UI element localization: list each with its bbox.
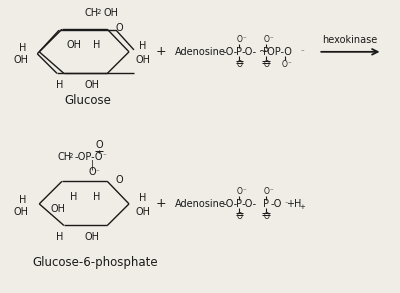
Text: H: H <box>93 40 100 50</box>
Text: O: O <box>263 212 269 221</box>
Text: ⁻: ⁻ <box>269 36 273 42</box>
Text: -O-: -O- <box>223 47 238 57</box>
Text: CH: CH <box>85 8 99 18</box>
Text: Adenosine: Adenosine <box>175 47 226 57</box>
Text: O: O <box>282 60 288 69</box>
Text: CH: CH <box>57 152 71 162</box>
Text: O: O <box>263 187 269 196</box>
Text: O: O <box>263 35 269 44</box>
Text: OH: OH <box>13 207 28 217</box>
Text: H: H <box>93 192 100 202</box>
Text: H: H <box>70 192 78 202</box>
Text: ⁻: ⁻ <box>242 36 246 42</box>
Text: ⁻: ⁻ <box>96 169 99 176</box>
Text: O: O <box>96 140 103 150</box>
Text: ~OP-O: ~OP-O <box>260 47 292 57</box>
Text: ⁻: ⁻ <box>269 188 273 194</box>
Text: O: O <box>236 212 242 221</box>
Text: H: H <box>19 43 26 53</box>
Text: 2: 2 <box>69 153 73 159</box>
Text: hexokinase: hexokinase <box>322 35 378 45</box>
Text: ⁻: ⁻ <box>285 201 289 207</box>
Text: H: H <box>139 41 146 51</box>
Text: H: H <box>56 80 64 90</box>
Text: Adenosine: Adenosine <box>175 199 226 209</box>
Text: P: P <box>236 47 242 57</box>
Text: H: H <box>19 195 26 205</box>
Text: O: O <box>236 60 242 69</box>
Text: OH: OH <box>135 207 150 217</box>
Text: OH: OH <box>84 80 99 90</box>
Text: OH: OH <box>13 55 28 65</box>
Text: OH: OH <box>50 204 66 214</box>
Text: O: O <box>89 168 96 178</box>
Text: ⁻: ⁻ <box>301 49 304 55</box>
Text: -O-: -O- <box>242 199 257 209</box>
Text: O: O <box>263 60 269 69</box>
Text: -O-: -O- <box>223 199 238 209</box>
Text: ⁻: ⁻ <box>102 154 106 160</box>
Text: O: O <box>236 35 242 44</box>
Text: -O: -O <box>270 199 282 209</box>
Text: ⁻: ⁻ <box>288 62 292 68</box>
Text: P: P <box>263 47 269 57</box>
Text: Glucose-6-phosphate: Glucose-6-phosphate <box>32 256 158 269</box>
Text: P: P <box>263 199 269 209</box>
Text: -OP-O: -OP-O <box>75 152 103 162</box>
Text: +: + <box>155 45 166 58</box>
Text: O: O <box>115 23 123 33</box>
Text: Glucose: Glucose <box>64 94 111 107</box>
Text: OH: OH <box>103 8 118 18</box>
Text: P: P <box>236 199 242 209</box>
Text: +: + <box>300 204 306 210</box>
Text: -O-: -O- <box>242 47 257 57</box>
Text: 2: 2 <box>96 8 101 15</box>
Text: H: H <box>139 193 146 203</box>
Text: OH: OH <box>84 232 99 242</box>
Text: |: | <box>91 159 94 170</box>
Text: OH: OH <box>66 40 81 50</box>
Text: O: O <box>115 175 123 185</box>
Text: +H: +H <box>286 199 301 209</box>
Text: H: H <box>56 232 64 242</box>
Text: +: + <box>155 197 166 210</box>
Text: OH: OH <box>135 55 150 65</box>
Text: O: O <box>236 187 242 196</box>
Text: ⁻: ⁻ <box>242 188 246 194</box>
